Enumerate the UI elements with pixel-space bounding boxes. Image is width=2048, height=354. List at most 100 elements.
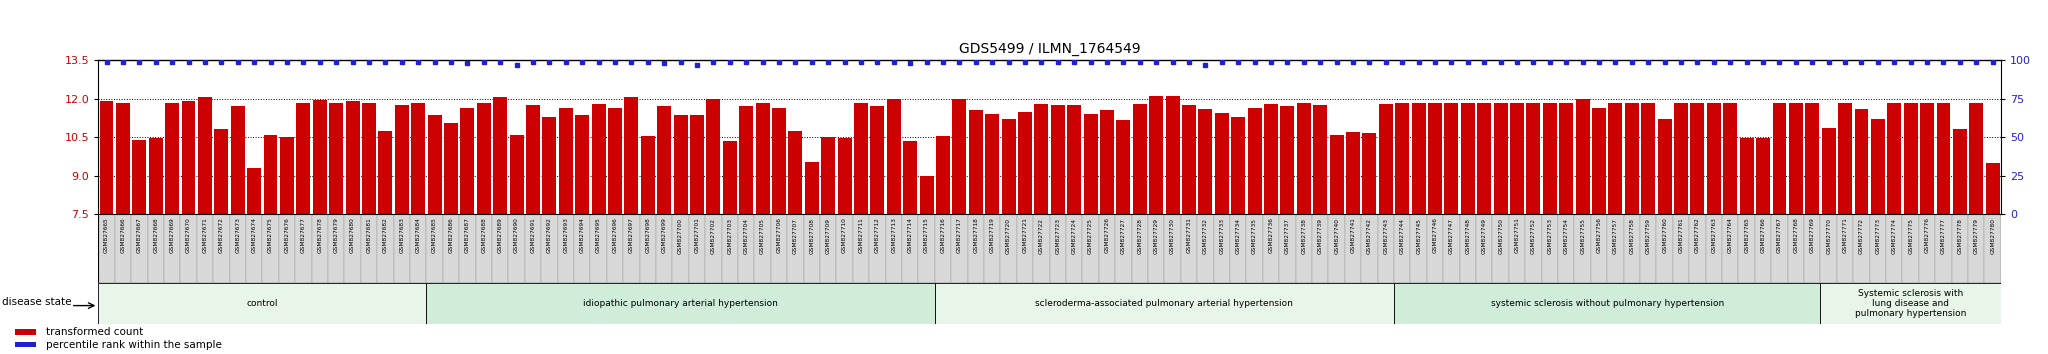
Text: GSM827716: GSM827716 bbox=[940, 218, 946, 253]
Text: GSM827770: GSM827770 bbox=[1827, 218, 1831, 253]
Bar bbox=[934, 283, 1395, 324]
Text: GSM827768: GSM827768 bbox=[1794, 218, 1798, 253]
Bar bbox=[1051, 105, 1065, 214]
Bar bbox=[1624, 103, 1638, 214]
Text: GSM827741: GSM827741 bbox=[1350, 218, 1356, 253]
Bar bbox=[231, 106, 244, 214]
Bar bbox=[885, 214, 901, 283]
Text: disease state: disease state bbox=[2, 297, 72, 307]
Bar bbox=[1116, 120, 1130, 214]
Text: GSM827671: GSM827671 bbox=[203, 218, 207, 253]
Text: GSM827761: GSM827761 bbox=[1679, 218, 1683, 253]
Bar bbox=[805, 161, 819, 214]
Text: GSM827714: GSM827714 bbox=[907, 218, 913, 253]
Text: GSM827755: GSM827755 bbox=[1581, 218, 1585, 253]
Bar bbox=[1395, 214, 1411, 283]
Bar bbox=[297, 103, 311, 214]
Bar bbox=[1165, 214, 1182, 283]
Text: GSM827743: GSM827743 bbox=[1382, 218, 1389, 253]
Bar bbox=[870, 106, 885, 214]
Bar bbox=[1673, 214, 1690, 283]
Bar bbox=[510, 135, 524, 214]
Bar bbox=[625, 97, 639, 214]
Text: GSM827754: GSM827754 bbox=[1565, 218, 1569, 253]
Bar bbox=[1460, 214, 1477, 283]
Text: GSM827766: GSM827766 bbox=[1761, 218, 1765, 253]
Bar bbox=[248, 168, 260, 214]
Bar bbox=[215, 130, 227, 214]
Bar bbox=[1575, 99, 1589, 214]
Bar bbox=[1839, 103, 1851, 214]
Bar bbox=[1823, 128, 1835, 214]
Text: GSM827666: GSM827666 bbox=[121, 218, 125, 253]
Bar bbox=[246, 214, 262, 283]
Bar bbox=[1067, 105, 1081, 214]
Text: GSM827684: GSM827684 bbox=[416, 218, 420, 253]
Text: GSM827775: GSM827775 bbox=[1909, 218, 1913, 253]
Bar bbox=[1640, 214, 1657, 283]
Bar bbox=[1032, 214, 1049, 283]
Bar bbox=[1755, 138, 1769, 214]
Bar bbox=[98, 283, 426, 324]
Bar bbox=[690, 115, 705, 214]
Text: GSM827738: GSM827738 bbox=[1300, 218, 1307, 253]
Bar bbox=[1083, 114, 1098, 214]
Bar bbox=[295, 214, 311, 283]
Bar bbox=[1559, 103, 1573, 214]
Bar bbox=[1214, 113, 1229, 214]
Bar bbox=[1378, 104, 1393, 214]
Bar bbox=[641, 136, 655, 214]
Bar bbox=[1526, 214, 1542, 283]
Text: GSM827735: GSM827735 bbox=[1251, 218, 1257, 253]
Text: GSM827680: GSM827680 bbox=[350, 218, 354, 253]
Bar bbox=[868, 214, 885, 283]
Bar bbox=[1493, 103, 1507, 214]
Bar bbox=[98, 214, 115, 283]
Text: GSM827689: GSM827689 bbox=[498, 218, 502, 253]
Bar bbox=[836, 214, 852, 283]
Bar bbox=[1657, 214, 1673, 283]
Bar bbox=[920, 176, 934, 214]
Text: GSM827708: GSM827708 bbox=[809, 218, 815, 253]
Bar bbox=[1411, 214, 1427, 283]
Text: GSM827681: GSM827681 bbox=[367, 218, 371, 253]
Bar bbox=[950, 214, 967, 283]
Bar bbox=[1280, 214, 1296, 283]
Bar bbox=[426, 283, 934, 324]
Bar bbox=[1591, 214, 1608, 283]
Text: GSM827753: GSM827753 bbox=[1548, 218, 1552, 253]
Text: GSM827774: GSM827774 bbox=[1892, 218, 1896, 253]
Bar bbox=[754, 214, 770, 283]
Text: GSM827746: GSM827746 bbox=[1432, 218, 1438, 253]
Bar bbox=[1872, 119, 1884, 214]
Text: scleroderma-associated pulmonary arterial hypertension: scleroderma-associated pulmonary arteria… bbox=[1036, 299, 1294, 308]
Bar bbox=[1952, 214, 1968, 283]
Bar bbox=[229, 214, 246, 283]
Bar bbox=[1804, 103, 1819, 214]
Bar bbox=[838, 138, 852, 214]
Bar bbox=[1509, 214, 1526, 283]
Text: GSM827669: GSM827669 bbox=[170, 218, 174, 253]
Text: GSM827706: GSM827706 bbox=[776, 218, 782, 253]
Text: GSM827771: GSM827771 bbox=[1843, 218, 1847, 253]
Text: control: control bbox=[246, 299, 279, 308]
Bar bbox=[1673, 103, 1688, 214]
Bar bbox=[1247, 108, 1262, 214]
Bar bbox=[377, 214, 393, 283]
Text: GSM827764: GSM827764 bbox=[1729, 218, 1733, 253]
Bar bbox=[934, 214, 950, 283]
Bar bbox=[1640, 103, 1655, 214]
Text: GSM827776: GSM827776 bbox=[1925, 218, 1929, 253]
Bar bbox=[1034, 104, 1049, 214]
Bar bbox=[707, 99, 721, 214]
Bar bbox=[1772, 214, 1788, 283]
Text: GSM827692: GSM827692 bbox=[547, 218, 551, 253]
Bar bbox=[1313, 105, 1327, 214]
Text: GSM827700: GSM827700 bbox=[678, 218, 684, 253]
Bar bbox=[1247, 214, 1264, 283]
Bar bbox=[721, 214, 737, 283]
Bar bbox=[508, 214, 524, 283]
Bar bbox=[999, 214, 1016, 283]
Bar bbox=[1903, 214, 1919, 283]
Bar bbox=[723, 141, 737, 214]
